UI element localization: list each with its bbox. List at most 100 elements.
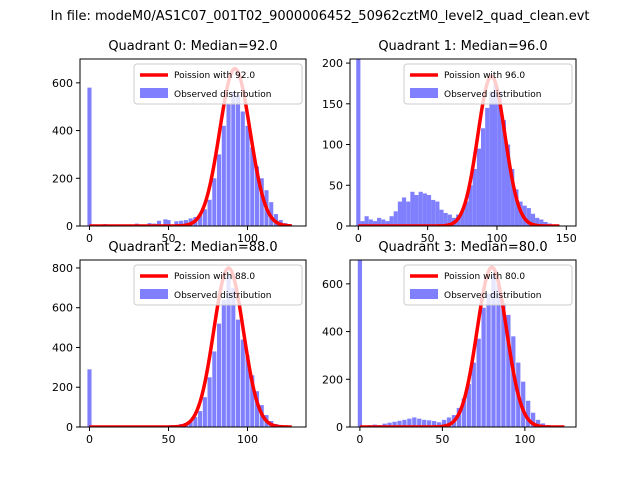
legend-observed-swatch bbox=[410, 88, 438, 98]
y-tick-label: 100 bbox=[322, 139, 343, 152]
histogram-bar bbox=[179, 220, 184, 226]
histogram-bar bbox=[472, 168, 477, 226]
histogram-bar bbox=[468, 185, 473, 226]
poisson-curve bbox=[357, 74, 560, 226]
legend-poisson-label: Poission with 88.0 bbox=[174, 272, 255, 282]
legend-observed-swatch bbox=[410, 289, 438, 299]
legend-poisson-label: Poission with 92.0 bbox=[174, 71, 255, 81]
axes-frame bbox=[349, 58, 577, 227]
poisson-curve bbox=[89, 266, 292, 427]
histogram-bar bbox=[417, 418, 422, 427]
histogram-bar bbox=[427, 420, 432, 427]
x-tick-label: 150 bbox=[556, 232, 577, 245]
histogram-bar bbox=[401, 197, 407, 226]
histogram-bar bbox=[543, 221, 548, 226]
x-tick-label: 50 bbox=[162, 232, 176, 245]
histogram-bar bbox=[466, 384, 471, 427]
legend-box bbox=[133, 63, 303, 105]
histogram-bar bbox=[485, 107, 490, 226]
x-tick-label: 50 bbox=[435, 433, 449, 446]
histogram-bar bbox=[389, 216, 394, 226]
x-tick-label: 0 bbox=[86, 433, 93, 446]
histogram-bar bbox=[418, 191, 423, 226]
histogram-bar bbox=[368, 219, 373, 226]
histogram-bar bbox=[250, 375, 255, 427]
subplot-grid: 0 50 100 0 200 400 600 Quadrant 0: Median=92.0 P… bbox=[52, 39, 577, 446]
y-tick-label: 200 bbox=[322, 373, 343, 386]
histogram-bar bbox=[240, 111, 245, 226]
histogram-bar bbox=[259, 178, 264, 226]
histogram-bar bbox=[443, 212, 448, 226]
histogram-bar bbox=[535, 419, 541, 427]
y-tick-label: 200 bbox=[322, 57, 343, 70]
histogram-bar bbox=[231, 287, 236, 427]
legend-observed-label: Observed distribution bbox=[174, 90, 271, 100]
y-tick-label: 800 bbox=[52, 262, 73, 275]
histogram-bar bbox=[240, 339, 245, 427]
histogram-bar bbox=[501, 302, 506, 427]
y-tick-label: 0 bbox=[66, 220, 73, 233]
histogram-bar bbox=[212, 351, 217, 427]
y-tick-label: 0 bbox=[336, 421, 343, 434]
histogram-bar bbox=[461, 398, 466, 427]
histogram-bar bbox=[436, 422, 442, 427]
y-tick-label: 50 bbox=[329, 179, 343, 192]
x-tick-label: 50 bbox=[421, 232, 435, 245]
histogram-bar bbox=[435, 201, 440, 226]
legend-box bbox=[133, 264, 303, 306]
legend-observed-label: Observed distribution bbox=[444, 90, 541, 100]
histogram-bar bbox=[183, 220, 188, 226]
legend-box bbox=[403, 264, 573, 306]
quadrant-3-chart: 0 50 100 0 200 400 600 Quadrant 3: Median=80.0 P… bbox=[322, 240, 577, 446]
histogram-bar bbox=[163, 219, 168, 226]
histogram-bar bbox=[397, 201, 402, 226]
histogram-bar bbox=[526, 208, 531, 226]
axes-frame bbox=[79, 259, 307, 428]
histogram-bar bbox=[235, 319, 241, 427]
quadrant-title: Quadrant 0: Median=92.0 bbox=[108, 39, 277, 54]
y-tick-label: 600 bbox=[52, 302, 73, 315]
legend-observed-label: Observed distribution bbox=[174, 291, 271, 301]
legend: Poission with 80.0 Observed distribution bbox=[403, 264, 573, 306]
histogram-bar bbox=[439, 209, 444, 226]
histogram-bar bbox=[202, 397, 207, 427]
histogram-bar bbox=[202, 209, 207, 226]
legend-observed-swatch bbox=[140, 289, 168, 299]
histogram-bar bbox=[493, 83, 498, 226]
histogram-bar bbox=[471, 362, 476, 427]
x-tick-label: 100 bbox=[514, 433, 535, 446]
legend: Poission with 96.0 Observed distribution bbox=[403, 63, 573, 105]
y-tick-label: 0 bbox=[66, 421, 73, 434]
quadrant-0-chart: 0 50 100 0 200 400 600 Quadrant 0: Median=92.0 P… bbox=[52, 39, 307, 245]
poisson-curve bbox=[359, 265, 565, 427]
histogram-bar bbox=[481, 128, 486, 226]
legend-observed-swatch bbox=[140, 88, 168, 98]
legend-box bbox=[403, 63, 573, 105]
y-tick-label: 400 bbox=[52, 341, 73, 354]
histogram-bar bbox=[372, 221, 378, 226]
histogram-bar bbox=[221, 125, 226, 226]
histogram-bar bbox=[193, 417, 198, 427]
histogram-bar bbox=[381, 219, 386, 226]
histogram-bar bbox=[476, 338, 481, 427]
figure-suptitle: In file: modeM0/AS1C07_001T02_9000006452… bbox=[51, 9, 590, 24]
histogram-bar bbox=[446, 417, 452, 427]
histogram-bar bbox=[360, 221, 365, 226]
histogram-bar bbox=[441, 419, 447, 427]
histogram-bar bbox=[235, 94, 241, 226]
x-tick-label: 100 bbox=[486, 232, 507, 245]
histogram-bar bbox=[497, 91, 502, 226]
histogram-bar bbox=[356, 59, 361, 226]
histogram-bar bbox=[505, 144, 511, 226]
histogram-bar bbox=[530, 412, 536, 427]
legend: Poission with 92.0 Observed distribution bbox=[133, 63, 303, 105]
histogram-bar bbox=[407, 418, 412, 427]
histogram-bar bbox=[491, 274, 496, 427]
histogram-bar bbox=[245, 355, 250, 427]
histogram-bar bbox=[217, 323, 222, 427]
histogram-bar bbox=[410, 191, 415, 226]
histogram-bar bbox=[207, 377, 212, 427]
histogram-bar bbox=[460, 211, 465, 226]
quadrant-1-chart: 0 50 100 150 0 50 100 150 200 Quadrant 1: Median=… bbox=[322, 39, 577, 245]
